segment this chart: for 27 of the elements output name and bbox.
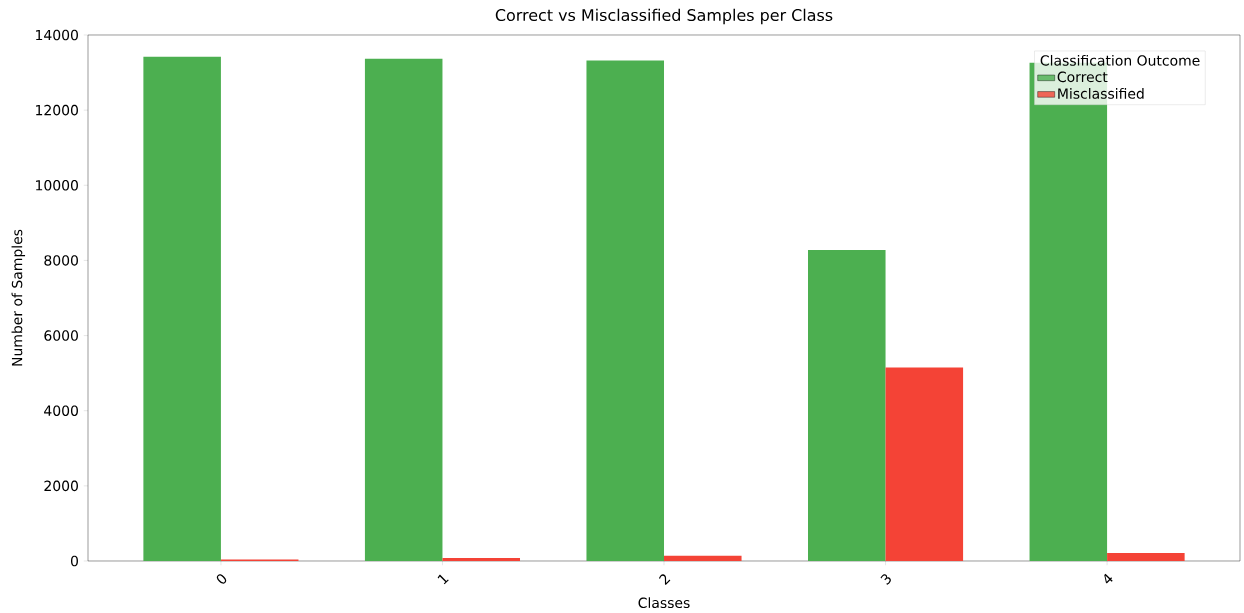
bar — [586, 60, 665, 562]
x-tick-label: 1 — [437, 574, 449, 585]
x-tick-label: 2 — [658, 574, 671, 586]
bar — [143, 56, 221, 562]
y-tick-label: 2000 — [44, 480, 78, 492]
y-tick-label: 0 — [70, 555, 78, 567]
legend-label: Misclassified — [1058, 88, 1144, 99]
bar — [664, 555, 742, 562]
x-tick-label: 4 — [1104, 573, 1113, 584]
y-tick-label: 14000 — [36, 29, 78, 41]
bar — [1107, 553, 1185, 562]
bar — [442, 558, 520, 562]
bar — [885, 367, 964, 562]
y-tick-label: 12000 — [36, 104, 78, 116]
chart-title: Correct vs Misclassified Samples per Class — [495, 8, 833, 25]
y-tick-label: 6000 — [44, 330, 78, 341]
bar — [808, 250, 886, 562]
y-tick-label: 8000 — [44, 255, 78, 266]
y-axis-title: Number of Samples — [11, 229, 26, 366]
x-tick-label: 0 — [216, 574, 227, 584]
y-tick-label: 10000 — [36, 180, 78, 191]
bar — [364, 58, 443, 562]
x-tick-label: 3 — [880, 574, 891, 585]
legend-title: Classification Outcome — [1040, 55, 1200, 66]
x-axis-title: Classes — [638, 597, 690, 609]
y-tick-label: 4000 — [44, 405, 78, 417]
legend-label: Correct — [1057, 71, 1108, 83]
